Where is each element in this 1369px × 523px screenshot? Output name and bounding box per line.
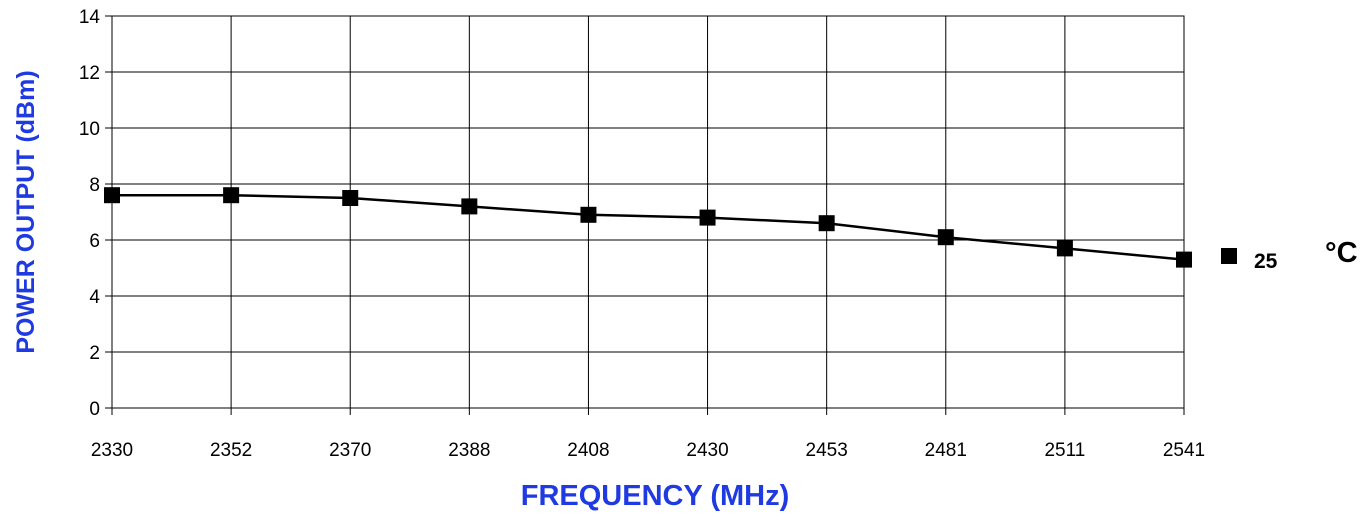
y-tick-label: 8	[89, 175, 100, 196]
x-tick-label: 2511	[1044, 440, 1085, 461]
series-line	[112, 193, 1185, 261]
label-layer: 0 2 4 6 8 10 12 14 2330 2352 2370 2388 2408 2430 2453 2…	[79, 7, 1205, 461]
axis-layer	[105, 15, 1185, 415]
series-layer	[104, 187, 1192, 268]
x-tick-label: 2453	[806, 440, 848, 461]
data-point	[1176, 251, 1192, 268]
x-axis-title: FREQUENCY (MHz)	[521, 480, 790, 512]
data-point	[223, 187, 240, 204]
x-tick-label: 2541	[1163, 440, 1205, 461]
legend-label: 25	[1254, 250, 1278, 273]
data-point	[818, 215, 835, 232]
data-point	[342, 190, 359, 206]
y-tick-label: 10	[79, 119, 100, 140]
x-tick-label: 2352	[210, 440, 252, 461]
x-tick-label: 2481	[925, 440, 967, 461]
data-point	[699, 209, 716, 226]
y-tick-label: 2	[89, 343, 100, 364]
x-tick-label: 2430	[686, 440, 728, 461]
y-tick-label: 4	[89, 287, 100, 308]
plot-border	[111, 15, 1185, 409]
grid-layer	[111, 15, 1185, 409]
x-tick-label: 2370	[329, 440, 371, 461]
data-point	[104, 187, 120, 204]
legend: 25 °C	[1221, 237, 1358, 273]
x-tick-label: 2330	[91, 440, 133, 461]
data-point	[461, 198, 478, 215]
data-point	[580, 206, 597, 223]
legend-marker-square	[1221, 248, 1237, 264]
data-point	[1056, 240, 1073, 257]
x-tick-label: 2388	[448, 440, 490, 461]
y-axis-title: POWER OUTPUT (dBm)	[12, 70, 40, 353]
y-tick-label: 12	[79, 63, 100, 84]
y-tick-label: 0	[89, 399, 100, 420]
legend-unit: °C	[1325, 237, 1358, 269]
data-point	[937, 229, 954, 246]
y-tick-label: 14	[79, 7, 101, 28]
x-tick-label: 2408	[567, 440, 609, 461]
y-tick-label: 6	[89, 231, 100, 252]
